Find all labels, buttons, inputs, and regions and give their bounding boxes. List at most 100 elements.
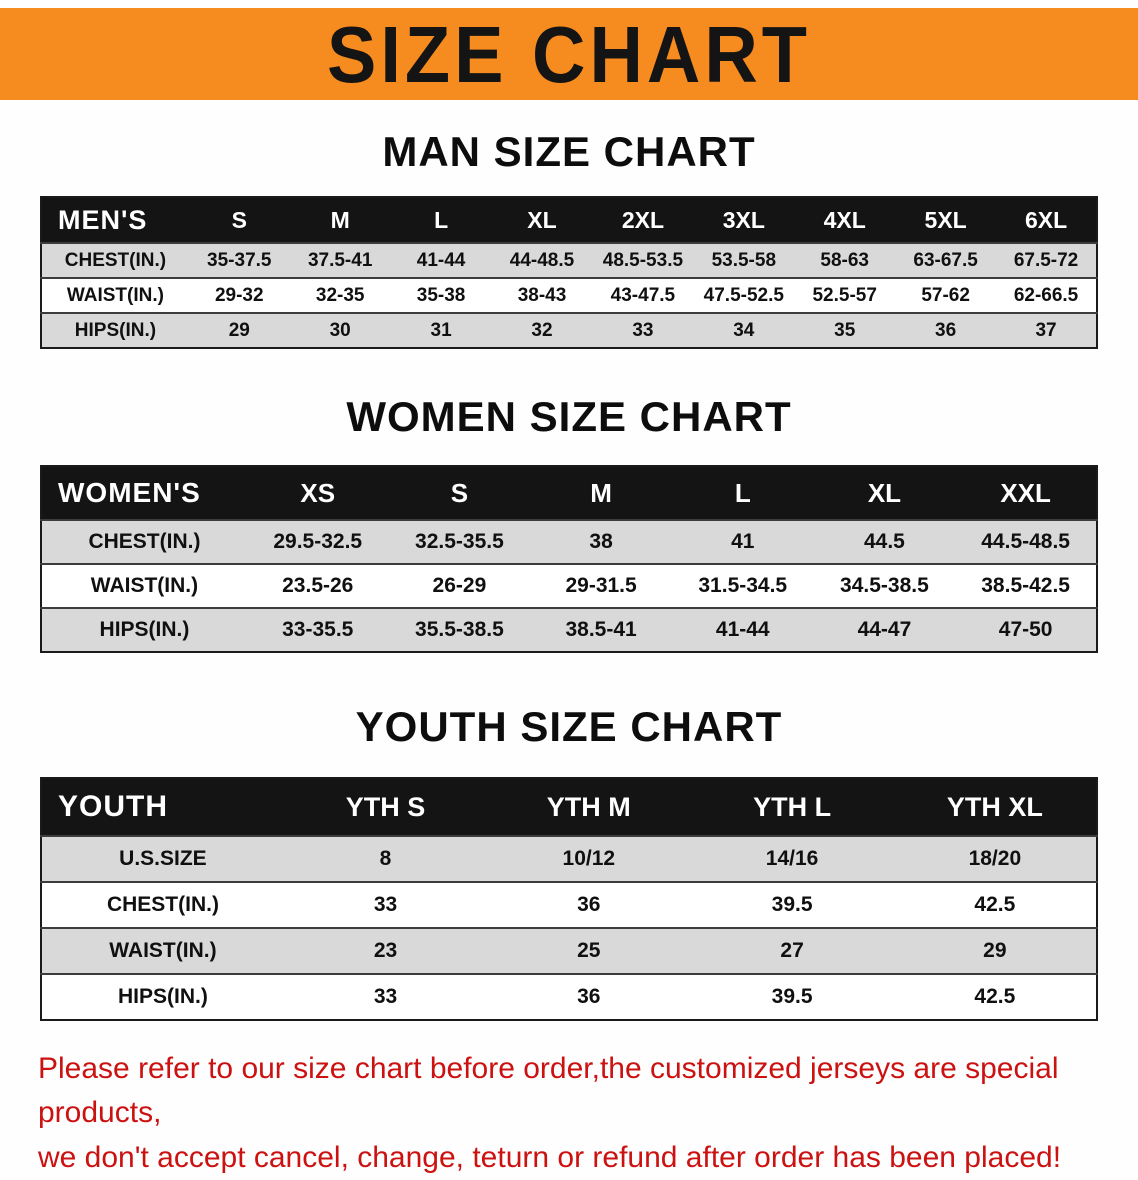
value-cell: 41-44 xyxy=(390,242,492,278)
size-header-cell: S xyxy=(388,466,531,520)
row-label-cell: U.S.SIZE xyxy=(41,835,284,882)
size-header-cell: L xyxy=(671,466,814,520)
value-cell: 27 xyxy=(690,927,894,974)
value-cell: 36 xyxy=(487,973,691,1020)
value-cell: 35-37.5 xyxy=(188,242,290,278)
row-label-cell: HIPS(IN.) xyxy=(41,607,247,652)
size-header-cell: L xyxy=(390,197,492,243)
table-row: CHEST(IN.) 29.5-32.5 32.5-35.5 38 41 44.5 44.5… xyxy=(41,519,1097,564)
value-cell: 26-29 xyxy=(388,563,531,608)
value-cell: 33 xyxy=(283,881,488,928)
value-cell: 32-35 xyxy=(289,277,391,313)
value-cell: 47.5-52.5 xyxy=(693,277,795,313)
value-cell: 33 xyxy=(283,973,488,1020)
row-label-cell: CHEST(IN.) xyxy=(41,519,247,564)
value-cell: 44-47 xyxy=(813,607,956,652)
value-cell: 35.5-38.5 xyxy=(388,607,531,652)
value-cell: 38 xyxy=(530,519,672,564)
value-cell: 31 xyxy=(390,312,492,348)
value-cell: 33-35.5 xyxy=(246,607,389,652)
value-cell: 47-50 xyxy=(955,607,1097,652)
value-cell: 29 xyxy=(188,312,290,348)
value-cell: 39.5 xyxy=(690,973,894,1020)
table-row: HIPS(IN.) 29 30 31 32 33 34 35 36 37 xyxy=(41,312,1097,348)
section-heading-youth: YOUTH SIZE CHART xyxy=(355,703,783,750)
value-cell: 35 xyxy=(794,312,896,348)
size-header-cell: M xyxy=(289,197,391,243)
size-header-cell: 5XL xyxy=(895,197,997,243)
size-header-cell: M xyxy=(530,466,672,520)
value-cell: 63-67.5 xyxy=(895,242,997,278)
page-title: SIZE CHART xyxy=(327,9,811,99)
size-header-cell: YTH S xyxy=(283,778,488,836)
value-cell: 29-32 xyxy=(188,277,290,313)
men-size-table: MEN'S S M L XL 2XL 3XL 4XL 5XL 6XL CHEST(IN.) 35-37… xyxy=(40,196,1098,349)
table-row: HIPS(IN.) 33 36 39.5 42.5 xyxy=(41,973,1097,1020)
size-header-cell: S xyxy=(188,197,290,243)
table-row: HIPS(IN.) 33-35.5 35.5-38.5 38.5-41 41-44 44-… xyxy=(41,607,1097,652)
section-heading-men: MAN SIZE CHART xyxy=(382,128,756,175)
value-cell: 37 xyxy=(996,312,1097,348)
value-cell: 30 xyxy=(289,312,391,348)
value-cell: 67.5-72 xyxy=(996,242,1097,278)
value-cell: 33 xyxy=(592,312,694,348)
size-header-cell: 2XL xyxy=(592,197,694,243)
table-row: WAIST(IN.) 29-32 32-35 35-38 38-43 43-47.5 47.… xyxy=(41,277,1097,313)
table-title-cell: WOMEN'S xyxy=(41,466,247,520)
value-cell: 29-31.5 xyxy=(530,563,672,608)
row-label-cell: CHEST(IN.) xyxy=(41,881,284,928)
table-header-row: WOMEN'S XS S M L XL XXL xyxy=(41,466,1097,520)
section-heading-women: WOMEN SIZE CHART xyxy=(346,393,792,440)
value-cell: 41-44 xyxy=(671,607,814,652)
table-header-row: YOUTH YTH S YTH M YTH L YTH XL xyxy=(41,778,1097,836)
size-header-cell: YTH M xyxy=(487,778,691,836)
size-header-cell: 6XL xyxy=(996,197,1097,243)
value-cell: 34 xyxy=(693,312,795,348)
value-cell: 38.5-42.5 xyxy=(955,563,1097,608)
value-cell: 62-66.5 xyxy=(996,277,1097,313)
table-row: WAIST(IN.) 23 25 27 29 xyxy=(41,927,1097,974)
value-cell: 44.5-48.5 xyxy=(955,519,1097,564)
table-title-cell: YOUTH xyxy=(41,778,284,836)
table-header-row: MEN'S S M L XL 2XL 3XL 4XL 5XL 6XL xyxy=(41,197,1097,243)
value-cell: 29 xyxy=(893,927,1097,974)
row-label-cell: HIPS(IN.) xyxy=(41,312,189,348)
value-cell: 38.5-41 xyxy=(530,607,672,652)
value-cell: 8 xyxy=(283,835,488,882)
women-size-table: WOMEN'S XS S M L XL XXL CHEST(IN.) 29.5-32.5 32.5… xyxy=(40,465,1098,653)
value-cell: 53.5-58 xyxy=(693,242,795,278)
value-cell: 14/16 xyxy=(690,835,894,882)
value-cell: 32.5-35.5 xyxy=(388,519,531,564)
value-cell: 48.5-53.5 xyxy=(592,242,694,278)
size-header-cell: XL xyxy=(813,466,956,520)
table-title-cell: MEN'S xyxy=(41,197,189,243)
value-cell: 34.5-38.5 xyxy=(813,563,956,608)
value-cell: 44.5 xyxy=(813,519,956,564)
value-cell: 36 xyxy=(487,881,691,928)
value-cell: 39.5 xyxy=(690,881,894,928)
row-label-cell: CHEST(IN.) xyxy=(41,242,189,278)
table-row: CHEST(IN.) 35-37.5 37.5-41 41-44 44-48.5 48.5… xyxy=(41,242,1097,278)
value-cell: 23.5-26 xyxy=(246,563,389,608)
row-label-cell: WAIST(IN.) xyxy=(41,277,189,313)
size-header-cell: YTH L xyxy=(690,778,894,836)
value-cell: 18/20 xyxy=(893,835,1097,882)
row-label-cell: WAIST(IN.) xyxy=(41,563,247,608)
size-header-cell: XXL xyxy=(955,466,1097,520)
table-row: WAIST(IN.) 23.5-26 26-29 29-31.5 31.5-34.5 34… xyxy=(41,563,1097,608)
table-row: CHEST(IN.) 33 36 39.5 42.5 xyxy=(41,881,1097,928)
value-cell: 58-63 xyxy=(794,242,896,278)
value-cell: 25 xyxy=(487,927,691,974)
size-header-cell: 3XL xyxy=(693,197,795,243)
value-cell: 31.5-34.5 xyxy=(671,563,814,608)
size-header-cell: XL xyxy=(491,197,593,243)
size-header-cell: YTH XL xyxy=(893,778,1097,836)
row-label-cell: HIPS(IN.) xyxy=(41,973,284,1020)
value-cell: 29.5-32.5 xyxy=(246,519,389,564)
youth-size-table: YOUTH YTH S YTH M YTH L YTH XL U.S.SIZE 8 10/12… xyxy=(40,777,1098,1021)
value-cell: 42.5 xyxy=(893,973,1097,1020)
value-cell: 52.5-57 xyxy=(794,277,896,313)
value-cell: 32 xyxy=(491,312,593,348)
value-cell: 38-43 xyxy=(491,277,593,313)
disclaimer-text: Please refer to our size chart before or… xyxy=(38,1047,1118,1180)
